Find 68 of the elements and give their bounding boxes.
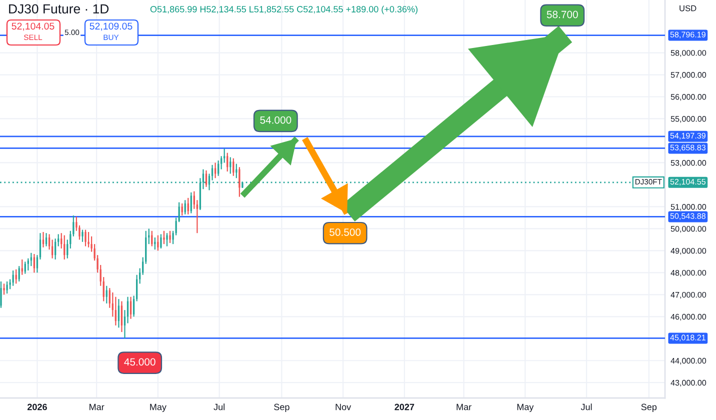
- y-tick-label: 43,000.00: [670, 380, 706, 387]
- candlestick: [157, 234, 159, 252]
- ref-line-label: 58,796.19: [670, 32, 706, 38]
- y-tick-label: 47,000.00: [670, 292, 706, 299]
- x-tick-label: 2026: [27, 404, 47, 410]
- candlestick: [118, 298, 120, 328]
- candlestick: [205, 170, 208, 188]
- y-tick-label: 53,000.00: [670, 160, 706, 167]
- text: O51,865.99 H52,134.55 L51,852.55 C52,104.55 +189.00 (+0.36%): [150, 6, 418, 14]
- candlestick: [64, 234, 66, 260]
- ref-line-label: 53,658.83: [670, 144, 706, 152]
- y-axis-title: USD: [680, 5, 696, 12]
- candlestick: [154, 236, 156, 250]
- candlestick: [15, 268, 17, 284]
- annotation: 58.700: [546, 10, 578, 18]
- annotation: 52,104.05: [12, 22, 54, 31]
- y-tick-label: 56,000.00: [670, 94, 706, 101]
- x-tick-label: Sep: [274, 404, 290, 412]
- x-tick-label: Sep: [641, 404, 657, 412]
- candlestick: [163, 230, 165, 245]
- candlestick: [226, 152, 228, 172]
- y-tick-label: 44,000.00: [670, 358, 706, 365]
- annotation: 45.000: [124, 358, 156, 366]
- y-tick-label: 51,000.00: [670, 204, 706, 211]
- candlestick: [33, 253, 36, 274]
- y-tick-label: 57,000.00: [670, 72, 706, 79]
- x-tick-label: Mar: [456, 404, 472, 410]
- candlestick: [120, 300, 123, 333]
- y-tick-label: 55,000.00: [670, 116, 706, 123]
- candlestick: [84, 229, 86, 247]
- x-tick-label: Jul: [214, 404, 224, 410]
- candlestick: [0, 280, 2, 308]
- candlestick: [166, 232, 168, 247]
- x-tick-label: 2027: [394, 404, 414, 410]
- x-tick-label: Jul: [580, 404, 592, 410]
- candlestick: [3, 283, 5, 296]
- y-tick-label: 49,000.00: [670, 248, 706, 255]
- annotation: 54.000: [260, 116, 292, 124]
- candlestick: [42, 231, 44, 248]
- ref-line-label: 50,543.88: [670, 213, 706, 220]
- candlestick: [236, 163, 238, 179]
- y-tick-label: 46,000.00: [670, 314, 706, 321]
- annotation: 50.500: [330, 228, 361, 236]
- candlestick: [6, 280, 8, 294]
- candlestick: [18, 266, 20, 282]
- y-tick-label: 50,000.00: [670, 226, 706, 233]
- x-tick-label: Mar: [90, 404, 104, 410]
- x-tick-label: May: [150, 404, 166, 412]
- candlestick: [114, 296, 117, 326]
- x-tick-label: May: [517, 404, 534, 412]
- candlestick: [160, 234, 162, 250]
- candlestick: [88, 231, 90, 248]
- y-tick-label: 58,000.00: [670, 50, 706, 57]
- candlestick: [232, 158, 234, 176]
- candlestick: [196, 200, 198, 234]
- ref-line-label: 52,104.55: [670, 178, 706, 186]
- candlestick: [82, 229, 84, 242]
- candlestick: [238, 166, 240, 198]
- candlestick: [12, 270, 14, 286]
- candlestick: [130, 296, 132, 320]
- annotation: 52,109.05: [90, 22, 132, 31]
- candlestick: [169, 230, 171, 244]
- y-tick-label: 48,000.00: [670, 270, 706, 277]
- ref-line-label: 54,197.39: [670, 132, 706, 140]
- x-tick-label: Nov: [336, 404, 352, 410]
- ref-line-label: 45,018.21: [670, 334, 706, 342]
- chart-title: DJ30 Future · 1D: [9, 4, 109, 14]
- candlestick: [190, 192, 192, 214]
